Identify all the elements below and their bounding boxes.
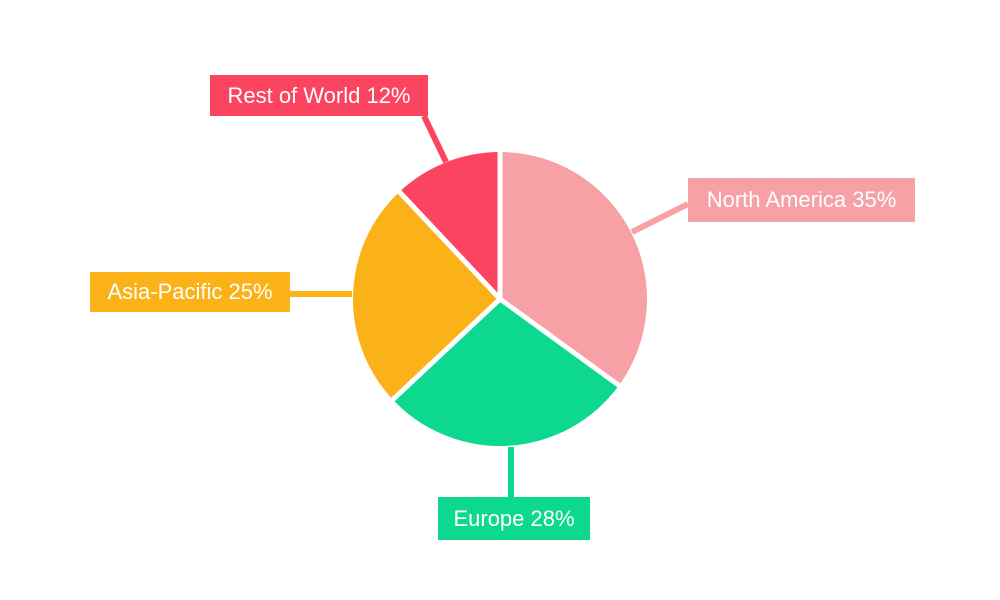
- callout-label: North America 35%: [688, 178, 915, 222]
- pie-slice-north-america[interactable]: [500, 152, 648, 386]
- pie-slice-rest-of-world[interactable]: [399, 152, 500, 299]
- callout-label: Asia-Pacific 25%: [90, 272, 290, 312]
- pie-slice-asia-pacific[interactable]: [352, 191, 500, 400]
- callout-leader-line: [630, 201, 690, 235]
- slice-separator: [396, 189, 502, 301]
- slice-separator: [390, 297, 502, 403]
- slice-separator: [498, 296, 622, 389]
- pie-slice-europe[interactable]: [392, 299, 619, 447]
- callout-label: Europe 28%: [438, 497, 590, 540]
- callout-label: Rest of World 12%: [210, 75, 428, 116]
- callout-leader-line: [421, 114, 449, 164]
